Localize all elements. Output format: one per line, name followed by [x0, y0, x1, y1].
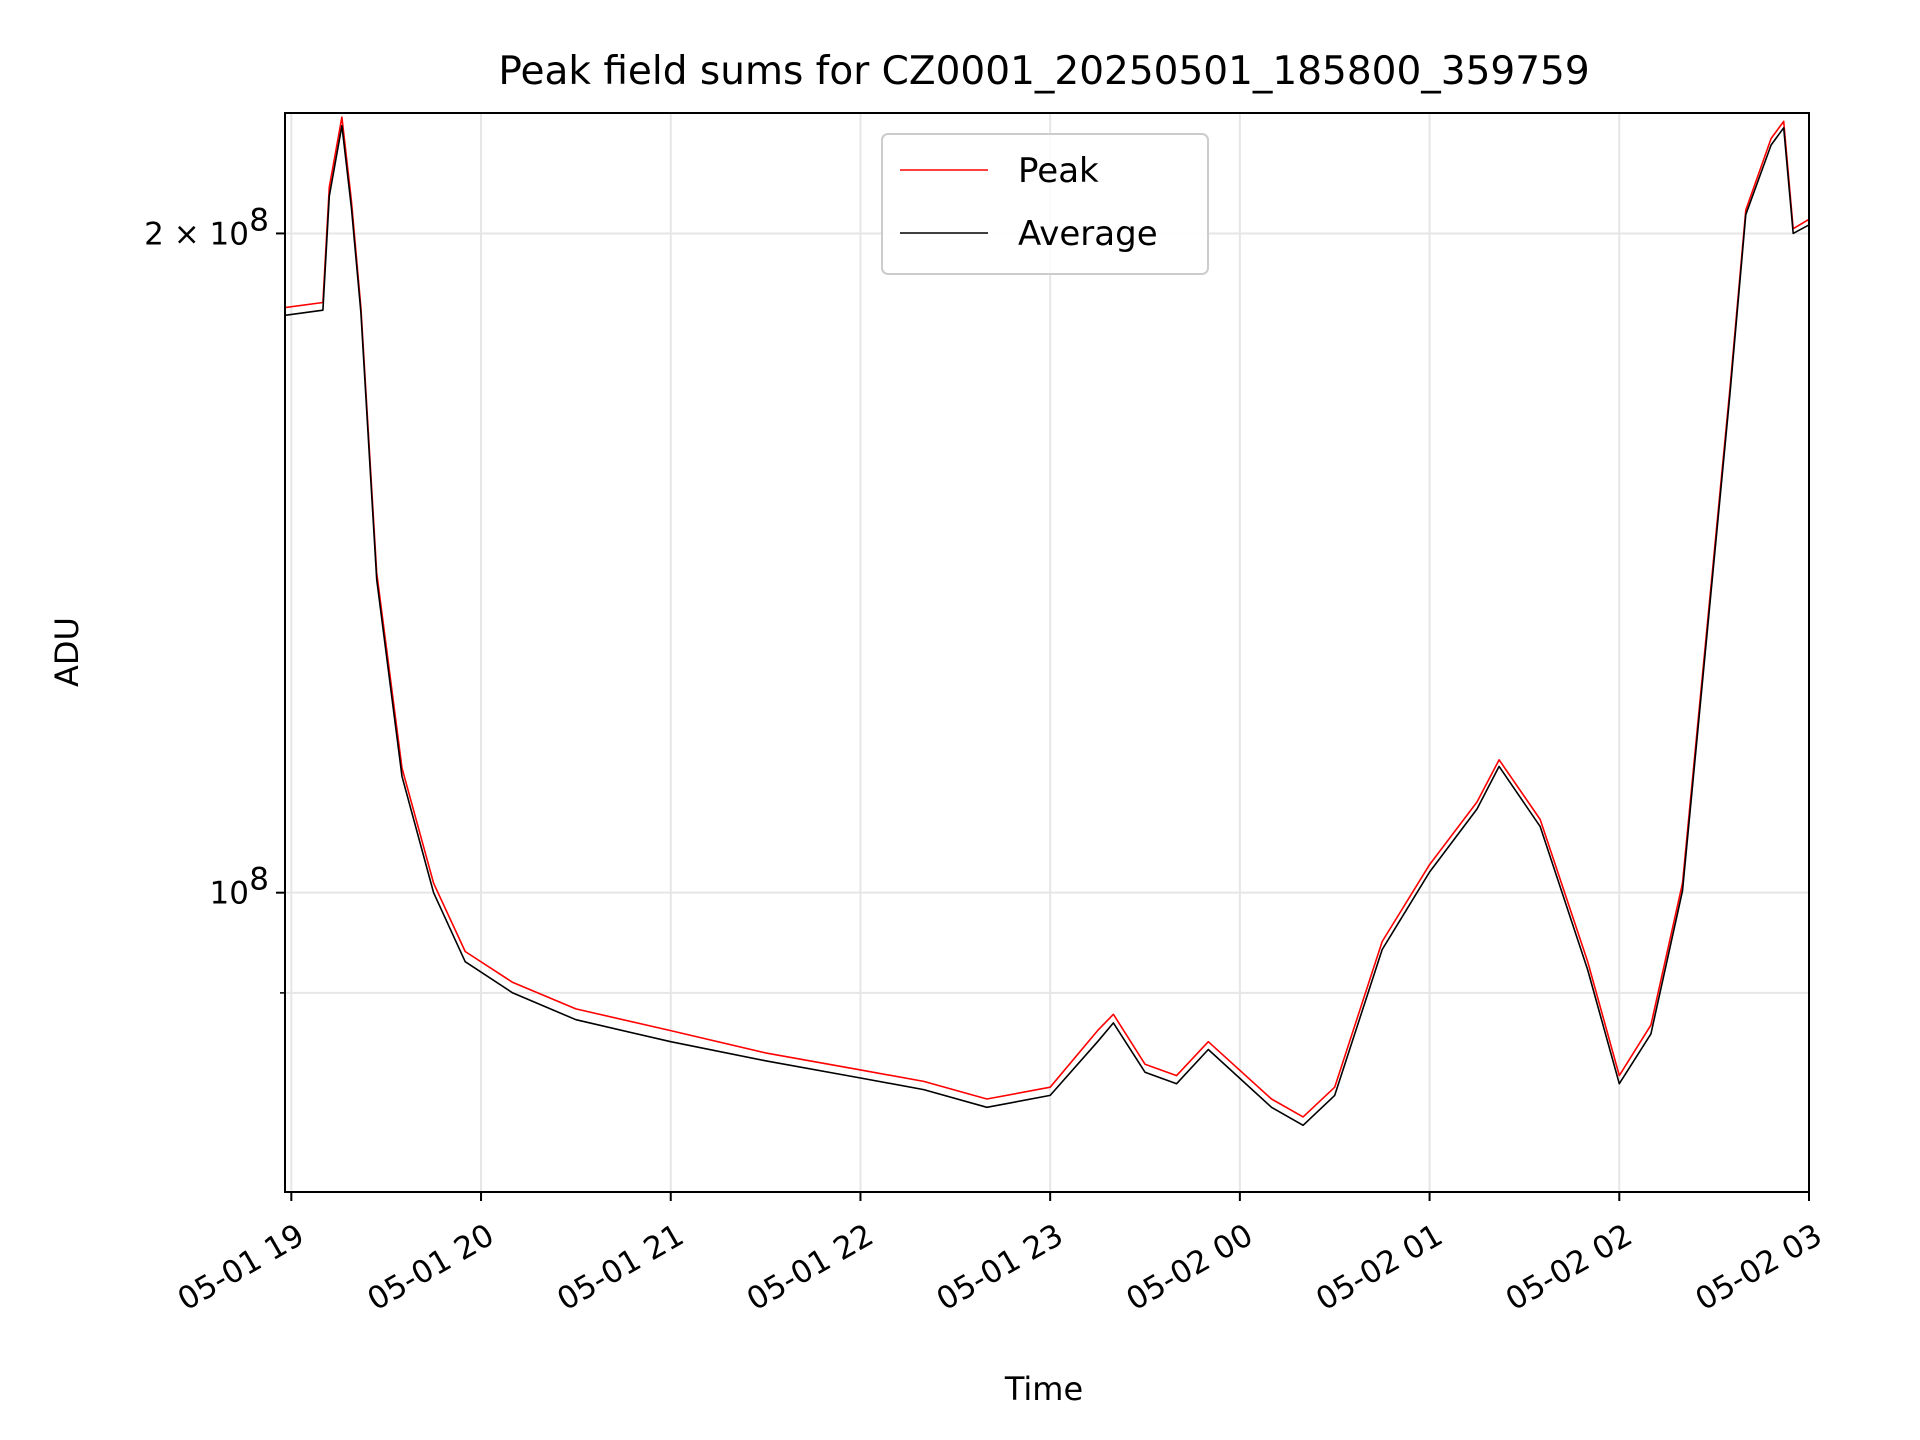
y-axis-label: ADU	[48, 617, 86, 687]
x-axis-label: Time	[1004, 1370, 1083, 1408]
series-line-average	[285, 124, 1809, 1127]
y-tick-exponent: 8	[249, 862, 269, 898]
legend-label-average: Average	[1018, 214, 1158, 254]
chart-title: Peak field sums for CZ0001_20250501_1858…	[498, 49, 1589, 94]
y-tick-exponent: 8	[249, 202, 269, 238]
series-layer	[285, 116, 1809, 1127]
y-axis: 10 82 × 10 8	[144, 202, 285, 994]
plot-frame	[284, 112, 1810, 1193]
legend-label-peak: Peak	[1018, 151, 1099, 191]
legend-box	[881, 133, 1209, 275]
series-line-peak	[285, 116, 1809, 1118]
legend: Peak Average	[881, 133, 1209, 275]
y-tick-label: 10	[210, 876, 249, 912]
y-tick-label: 2 × 10	[144, 216, 249, 252]
